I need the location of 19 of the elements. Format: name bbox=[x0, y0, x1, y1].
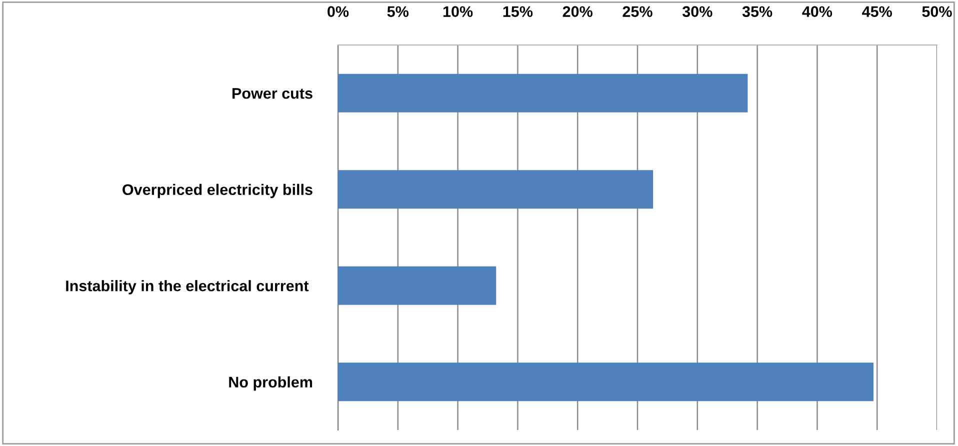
bar bbox=[338, 74, 748, 112]
x-tick-label: 0% bbox=[328, 6, 349, 17]
x-tick-label: 5% bbox=[387, 6, 409, 17]
x-tick-label: 50% bbox=[922, 6, 952, 17]
y-tick-label: No problem bbox=[229, 376, 312, 391]
x-tick-label: 30% bbox=[682, 6, 712, 17]
x-tick-label: 15% bbox=[503, 6, 533, 17]
x-tick-label: 35% bbox=[742, 6, 772, 17]
x-tick-label: 10% bbox=[443, 6, 473, 17]
y-tick-label: Overpriced electricity bills bbox=[122, 184, 312, 198]
x-tick-label: 20% bbox=[562, 6, 592, 17]
x-tick-label: 25% bbox=[622, 6, 652, 17]
x-tick-label: 40% bbox=[802, 6, 832, 17]
y-tick-label: Power cuts bbox=[232, 88, 312, 99]
bar bbox=[338, 266, 496, 305]
x-tick-label: 45% bbox=[862, 6, 892, 17]
bar bbox=[338, 362, 874, 402]
y-tick-label: Instability in the electrical current bbox=[66, 280, 309, 294]
bar bbox=[338, 170, 654, 209]
